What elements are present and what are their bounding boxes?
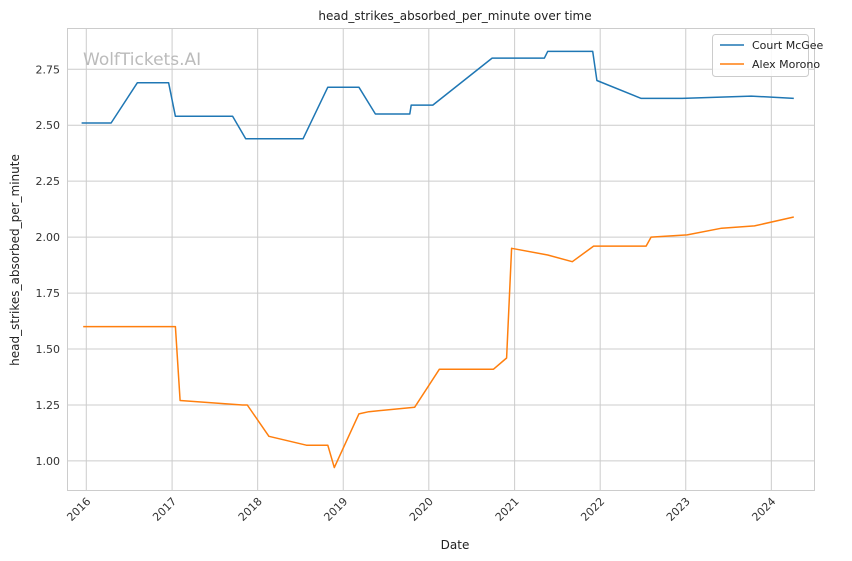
series-line-court-mcgee bbox=[81, 50, 794, 140]
x-tick-label: 2017 bbox=[150, 495, 179, 524]
y-tick-label: 2.50 bbox=[36, 119, 61, 132]
x-axis-label: Date bbox=[441, 538, 470, 552]
y-tick-label: 2.75 bbox=[36, 63, 61, 76]
y-tick-label: 1.25 bbox=[36, 399, 61, 412]
y-tick-label: 2.25 bbox=[36, 175, 61, 188]
y-tick-label: 1.50 bbox=[36, 343, 61, 356]
x-tick-label: 2016 bbox=[64, 495, 93, 524]
x-tick-label: 2020 bbox=[407, 495, 436, 524]
y-tick-label: 1.75 bbox=[36, 287, 61, 300]
x-tick-label: 2023 bbox=[664, 495, 693, 524]
y-axis-label: head_strikes_absorbed_per_minute bbox=[8, 154, 22, 366]
legend-label-alex-morono: Alex Morono bbox=[752, 58, 820, 71]
grid bbox=[68, 29, 814, 490]
x-tick-label: 2024 bbox=[749, 495, 778, 524]
x-tick-label: 2019 bbox=[321, 495, 350, 524]
plot-frame bbox=[67, 28, 815, 491]
x-tick-label: 2018 bbox=[236, 495, 265, 524]
y-axis-ticks: 1.00 1.25 1.50 1.75 2.00 2.25 2.50 2.75 bbox=[36, 63, 61, 468]
legend: Court McGee Alex Morono bbox=[712, 34, 824, 77]
watermark-text: WolfTickets.AI bbox=[83, 50, 201, 70]
series-line-alex-morono bbox=[83, 216, 794, 469]
legend-label-court-mcgee: Court McGee bbox=[752, 39, 824, 52]
x-tick-label: 2021 bbox=[493, 495, 522, 524]
y-tick-label: 2.00 bbox=[36, 231, 61, 244]
series-layer bbox=[81, 50, 794, 469]
x-tick-label: 2022 bbox=[578, 495, 607, 524]
x-axis-ticks: 2016 2017 2018 2019 2020 2021 2022 2023 2024 bbox=[64, 495, 778, 524]
y-tick-label: 1.00 bbox=[36, 455, 61, 468]
chart-title: head_strikes_absorbed_per_minute over ti… bbox=[318, 9, 591, 23]
